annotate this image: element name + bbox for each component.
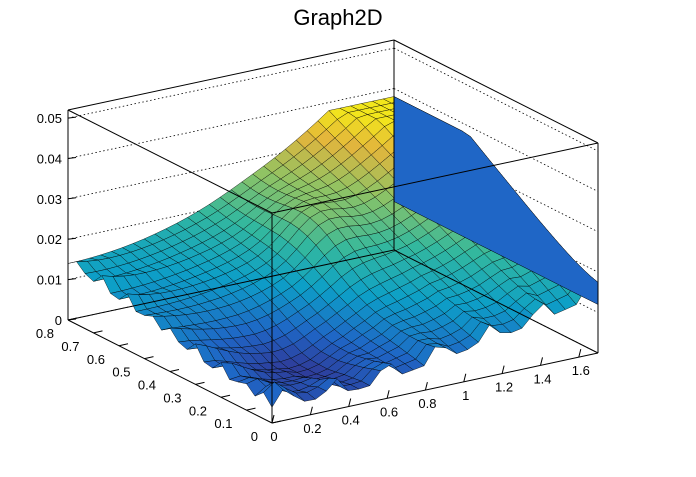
x-tick-mark [540, 357, 543, 366]
z-tick-label: 0.05 [37, 111, 62, 126]
z-tick-label: 0.01 [37, 273, 62, 288]
z-tick-label: 0.03 [37, 192, 62, 207]
z-tick-label: 0.04 [37, 152, 62, 167]
x-tick-label: 0.8 [418, 396, 436, 411]
x-tick-label: 0 [270, 429, 277, 444]
x-tick-mark [271, 414, 275, 424]
axes-layer [67, 39, 599, 424]
z-tick-mark [67, 237, 77, 240]
surface-cell [263, 381, 284, 408]
y-tick-label: 0.1 [214, 416, 232, 431]
y-tick-label: 0.8 [36, 326, 54, 341]
x-tick-label: 1.2 [495, 380, 513, 395]
z-tick-label: 0 [55, 313, 62, 328]
y-tick-mark [271, 420, 282, 424]
y-tick-mark [93, 330, 103, 334]
box-edge [67, 109, 273, 214]
ticks-layer: 0 0.01 0.02 0.03 0.04 0.05 0 0.2 0.4 0.6 0.8 1 1.2 1.… [36, 111, 590, 444]
x-tick-mark [501, 365, 505, 374]
y-tick-mark [220, 394, 231, 398]
box-edge [393, 249, 599, 354]
y-tick-label: 0.2 [189, 403, 207, 418]
z-tick-label: 0.02 [37, 232, 62, 247]
x-tick-mark [578, 348, 582, 358]
box-edge [67, 249, 395, 321]
chart-title: Graph2D [293, 5, 382, 30]
x-tick-mark [309, 406, 313, 415]
x-tick-mark [424, 381, 428, 391]
y-tick-mark [246, 407, 256, 411]
y-tick-mark [195, 381, 205, 385]
z-tick-mark [67, 157, 77, 159]
y-tick-label: 0.4 [138, 378, 156, 393]
y-tick-mark [118, 343, 129, 347]
x-tick-label: 1.4 [533, 371, 551, 386]
y-tick-label: 0.5 [112, 365, 130, 380]
x-tick-mark [386, 390, 390, 399]
z-tick-mark [67, 116, 77, 119]
y-tick-label: 0.6 [87, 352, 105, 367]
y-tick-mark [169, 369, 180, 372]
x-tick-label: 1 [462, 388, 469, 403]
y-tick-label: 0.3 [163, 390, 181, 405]
x-tick-label: 1.6 [572, 363, 590, 378]
y-tick-label: 0.7 [61, 339, 79, 354]
box-edge [67, 39, 395, 111]
x-tick-label: 0.4 [342, 413, 360, 428]
y-tick-label: 0 [251, 429, 258, 444]
x-tick-label: 0.6 [380, 404, 398, 419]
x-tick-mark [348, 398, 352, 407]
box-edge [393, 39, 599, 144]
y-tick-mark [144, 356, 154, 360]
y-tick-mark [67, 317, 78, 321]
x-tick-label: 0.2 [303, 421, 321, 436]
x-tick-mark [463, 373, 467, 382]
z-tick-mark [67, 197, 77, 200]
surface-layer [67, 96, 599, 408]
z-tick-mark [67, 278, 77, 281]
box-edge [271, 142, 599, 214]
x-axis-line [271, 352, 599, 424]
